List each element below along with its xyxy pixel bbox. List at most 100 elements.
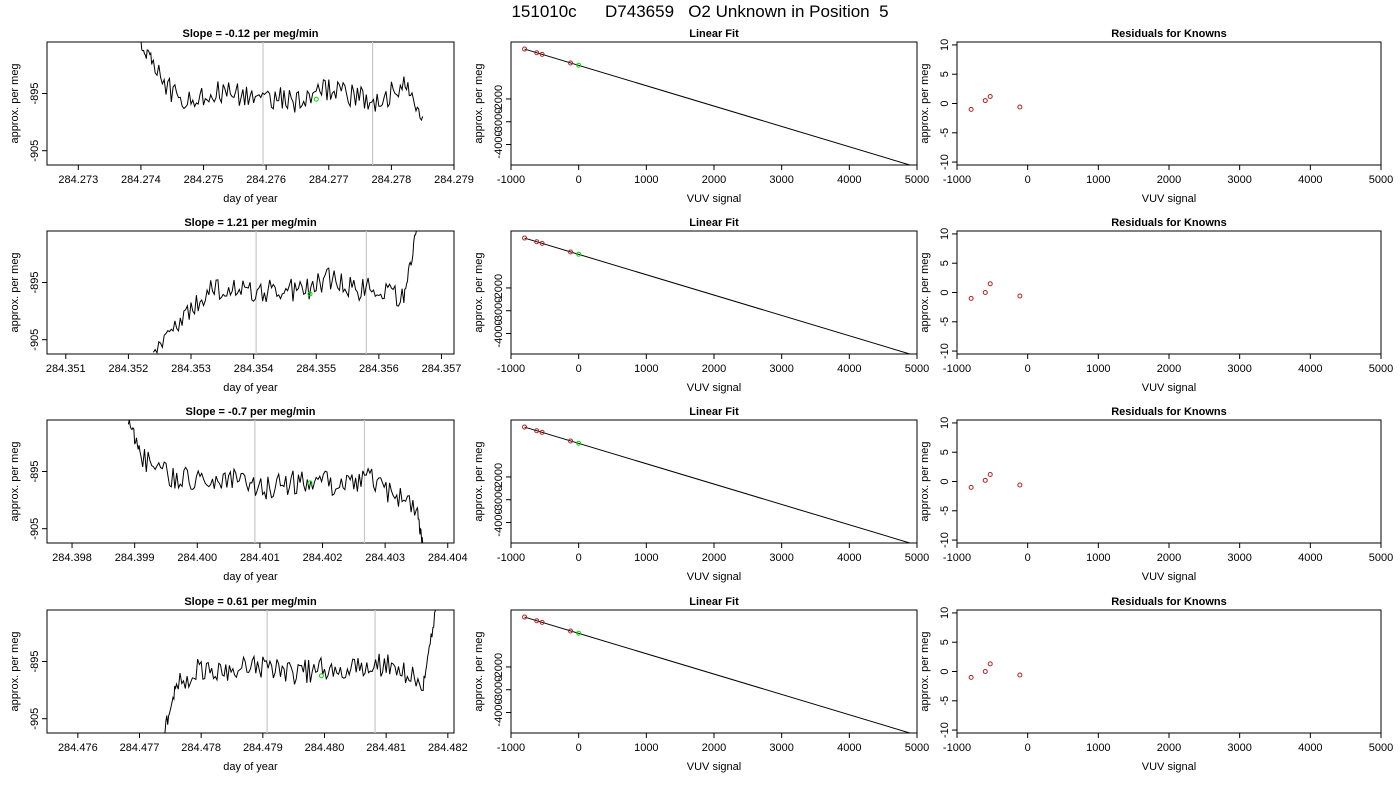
y-axis-label: approx. per meg	[919, 252, 931, 332]
x-tick-label: 1000	[1086, 363, 1110, 375]
y-tick-label: -2000	[493, 274, 505, 302]
x-tick-label: 4000	[1298, 363, 1322, 375]
known-point	[539, 51, 545, 57]
x-tick-label: 1000	[1086, 742, 1110, 754]
x-tick-label: -1000	[943, 552, 971, 564]
x-tick-label: 1000	[634, 552, 658, 564]
x-tick-label: 284.353	[171, 363, 211, 375]
x-tick-label: 284.352	[109, 363, 149, 375]
panel-title: Residuals for Knowns	[1111, 217, 1227, 229]
x-tick-label: 3000	[769, 363, 793, 375]
x-tick-label: 284.355	[296, 363, 336, 375]
panel-title: Residuals for Knowns	[1111, 28, 1227, 40]
residual-point	[987, 281, 993, 287]
y-tick-label: -10	[939, 343, 951, 359]
fit-line	[524, 616, 912, 733]
y-tick-label: -895	[29, 82, 41, 104]
plot-area	[522, 614, 912, 733]
plot-area	[127, 420, 424, 543]
y-axis-label: approx. per meg	[9, 252, 21, 332]
plot-area	[522, 46, 912, 165]
panel-title: Slope = -0.7 per meg/min	[186, 406, 316, 418]
unknown-sample-point	[318, 673, 324, 679]
x-axis-label: VUV signal	[1142, 571, 1196, 583]
x-tick-label: 2000	[1157, 363, 1181, 375]
time-series-line	[140, 42, 424, 122]
y-axis-label: approx. per meg	[9, 441, 21, 521]
residual-point	[968, 106, 974, 112]
x-tick-label: 0	[576, 363, 582, 375]
x-axis-label: VUV signal	[1142, 761, 1196, 773]
x-tick-label: 3000	[1227, 363, 1251, 375]
x-tick-label: 2000	[702, 174, 726, 186]
y-tick-label: -3000	[493, 486, 505, 514]
y-axis-label: approx. per meg	[473, 63, 485, 143]
x-axis-label: day of year	[223, 382, 278, 394]
x-tick-label: 3000	[769, 742, 793, 754]
x-axis-label: day of year	[223, 193, 278, 205]
panel-title: Slope = 1.21 per meg/min	[184, 217, 317, 229]
x-tick-label: 284.279	[434, 174, 474, 186]
x-tick-label: 5000	[1369, 363, 1393, 375]
y-tick-label: -5	[939, 317, 951, 327]
x-tick-label: 284.277	[309, 174, 349, 186]
y-tick-label: -4000	[493, 508, 505, 536]
x-tick-label: 0	[1025, 742, 1031, 754]
x-tick-label: 284.478	[181, 742, 221, 754]
x-tick-label: -1000	[497, 363, 525, 375]
y-tick-label: -895	[29, 460, 41, 482]
y-tick-label: 10	[939, 417, 951, 429]
fit-line	[524, 237, 912, 354]
x-tick-label: 284.481	[366, 742, 406, 754]
x-tick-label: 1000	[1086, 552, 1110, 564]
plot-area	[968, 471, 1023, 490]
x-tick-label: 3000	[769, 552, 793, 564]
x-tick-label: 5000	[1369, 174, 1393, 186]
time-series-line	[164, 610, 436, 733]
y-tick-label: -3000	[493, 297, 505, 325]
known-point	[534, 239, 540, 245]
y-axis-label: approx. per meg	[473, 441, 485, 521]
x-tick-label: 284.273	[58, 174, 98, 186]
x-tick-label: 4000	[1298, 552, 1322, 564]
panel-r2c1: Slope = 1.21 per meg/min 284.351 284.352 28…	[9, 217, 461, 394]
x-tick-label: 5000	[1369, 552, 1393, 564]
y-tick-label: -905	[29, 518, 41, 540]
unknown-point	[576, 62, 582, 68]
x-tick-label: 284.357	[422, 363, 462, 375]
plot-area	[522, 235, 912, 354]
x-tick-label: 0	[576, 174, 582, 186]
x-tick-label: 284.479	[243, 742, 283, 754]
panel-title: Residuals for Knowns	[1111, 406, 1227, 418]
x-axis-label: VUV signal	[687, 382, 741, 394]
residual-point	[1017, 672, 1023, 678]
known-point	[568, 438, 574, 444]
panel-title: Linear Fit	[689, 596, 739, 608]
y-tick-label: -3000	[493, 676, 505, 704]
x-tick-label: 3000	[1227, 174, 1251, 186]
x-tick-label: 5000	[905, 363, 929, 375]
x-tick-label: 1000	[634, 742, 658, 754]
panel-title: Linear Fit	[689, 28, 739, 40]
known-point	[539, 429, 545, 435]
x-axis-label: day of year	[223, 761, 278, 773]
y-tick-label: -10	[939, 532, 951, 548]
x-tick-label: 284.274	[121, 174, 161, 186]
y-tick-label: 5	[939, 449, 951, 455]
y-tick-label: -10	[939, 722, 951, 738]
residual-point	[987, 471, 993, 477]
fit-line	[524, 48, 912, 165]
plot-area	[164, 610, 436, 733]
x-tick-label: 4000	[1298, 742, 1322, 754]
x-tick-label: 1000	[1086, 174, 1110, 186]
known-point	[568, 628, 574, 634]
x-tick-label: 284.401	[240, 552, 280, 564]
x-tick-label: 2000	[1157, 552, 1181, 564]
x-tick-label: 284.482	[428, 742, 468, 754]
plot-frame	[956, 41, 1382, 166]
x-tick-label: 284.275	[184, 174, 224, 186]
x-axis-label: VUV signal	[687, 571, 741, 583]
x-axis-label: day of year	[223, 571, 278, 583]
plot-frame	[46, 41, 455, 166]
y-tick-label: 10	[939, 39, 951, 51]
